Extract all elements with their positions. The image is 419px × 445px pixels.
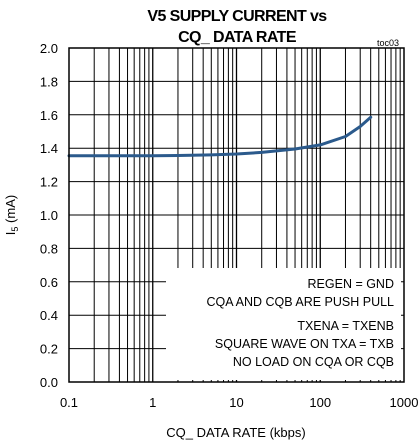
y-tick-label: 0.6: [40, 275, 58, 290]
y-axis-label-sub: 5: [10, 227, 20, 232]
y-tick-label: 0.4: [40, 308, 58, 323]
x-tick-label: 1000: [390, 395, 419, 410]
y-tick-label: 2.0: [40, 41, 58, 56]
annotation-push-pull: CQA AND CQB ARE PUSH PULL: [206, 295, 394, 309]
tick-labels: 0.0 0.2 0.4 0.6 0.8 1.0 1.2 1.4 1.6 1.8 2.0 0.1 1 10 1…: [40, 41, 419, 410]
y-tick-label: 0.2: [40, 342, 58, 357]
x-axis-label: CQ_ DATA RATE (kbps): [166, 425, 305, 440]
y-tick-label: 1.0: [40, 208, 58, 223]
y-axis-label-unit: (mA): [3, 195, 18, 227]
annotation-txena: TXENA = TXENB: [297, 319, 394, 333]
y-tick-label: 0.0: [40, 375, 58, 390]
x-tick-label: 10: [229, 395, 243, 410]
x-tick-label: 1: [149, 395, 156, 410]
chart-title-line2: CQ_ DATA RATE: [178, 29, 297, 46]
y-tick-label: 1.4: [40, 141, 58, 156]
y-tick-label: 1.6: [40, 108, 58, 123]
plot-border: [68, 47, 405, 383]
x-tick-label: 0.1: [60, 395, 78, 410]
chart-title-line1: V5 SUPPLY CURRENT vs: [147, 8, 327, 25]
annotation-regen: REGEN = GND: [308, 277, 394, 291]
annotation-layer: REGEN = GND CQA AND CQB ARE PUSH PULL TX…: [206, 277, 394, 369]
y-tick-label: 1.2: [40, 175, 58, 190]
y-axis-label-main: I: [3, 232, 18, 236]
annotation-box: [166, 268, 401, 380]
annotation-square-wave: SQUARE WAVE ON TXA = TXB: [215, 337, 394, 351]
annotation-no-load: NO LOAD ON CQA OR CQB: [233, 355, 394, 369]
figure-id: toc03: [377, 38, 399, 48]
series-layer: [67, 115, 373, 158]
y-tick-label: 0.8: [40, 241, 58, 256]
series-line: [67, 115, 373, 158]
x-tick-label: 100: [309, 395, 331, 410]
y-axis-label: I5 (mA): [3, 195, 20, 235]
y-tick-label: 1.8: [40, 74, 58, 89]
